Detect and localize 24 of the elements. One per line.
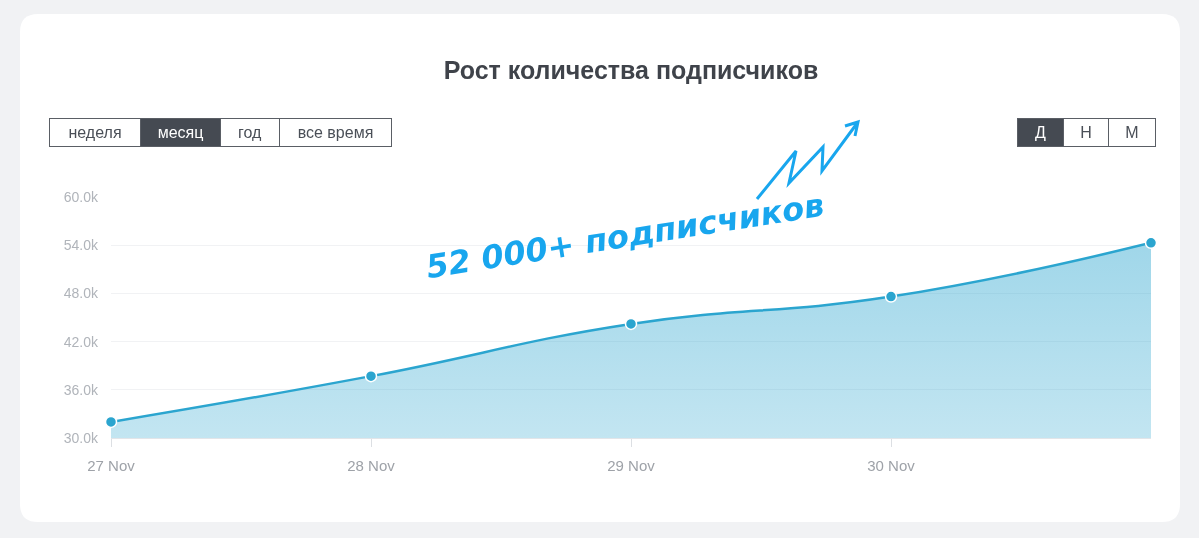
y-tick-label: 36.0k	[63, 381, 99, 398]
text: Д	[1035, 124, 1046, 141]
text: месяц	[157, 124, 204, 141]
x-tick-label: 27 Nov	[87, 457, 136, 474]
text: неделя	[68, 124, 122, 141]
y-tick-label: 48.0k	[63, 285, 99, 302]
point	[364, 369, 378, 383]
text: все время	[297, 124, 374, 141]
text: М	[1125, 124, 1139, 141]
x-tick-label: 28 Nov	[347, 457, 396, 474]
point	[1144, 236, 1158, 250]
x-tick-label: 30 Nov	[867, 457, 916, 474]
point	[884, 290, 898, 303]
x-tick-label: 29 Nov	[607, 457, 656, 474]
y-tick-label: 42.0k	[63, 333, 99, 350]
point	[104, 415, 118, 429]
text: год	[237, 124, 263, 141]
y-tick-label: 30.0k	[63, 429, 99, 446]
chart-title: Рост количества подписчиков	[443, 55, 819, 84]
y-tick-label: 54.0k	[63, 237, 99, 254]
text: Н	[1080, 124, 1092, 141]
point	[624, 317, 638, 331]
annotation: 52 000+ подписчиков	[423, 185, 827, 287]
y-tick-label: 60.0k	[63, 188, 99, 205]
